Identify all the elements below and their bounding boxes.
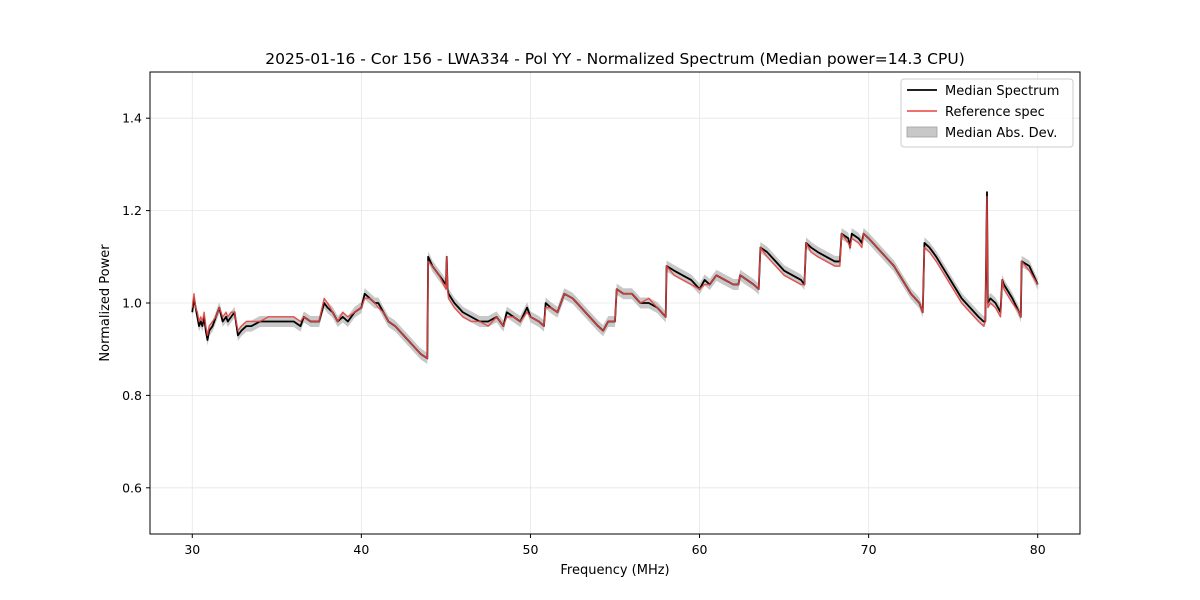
y-axis-label: Normalized Power xyxy=(98,244,113,362)
x-tick-label: 40 xyxy=(353,542,369,557)
x-axis-label: Frequency (MHz) xyxy=(560,563,669,578)
x-tick-label: 50 xyxy=(523,542,539,557)
mad-band-layer xyxy=(192,186,1038,364)
series-lines-layer xyxy=(191,191,1039,360)
grid-lines xyxy=(150,72,1080,534)
y-tick-label: 0.8 xyxy=(122,388,142,403)
y-tick-label: 0.6 xyxy=(122,480,142,495)
y-tick-label: 1.0 xyxy=(122,296,142,311)
legend-reference-label: Reference spec xyxy=(945,105,1045,120)
legend: Median Spectrum Reference spec Median Ab… xyxy=(900,78,1074,148)
mad-band xyxy=(192,186,1038,364)
x-tick-label: 60 xyxy=(692,542,708,557)
legend-mad-label: Median Abs. Dev. xyxy=(945,126,1057,141)
x-tick-label: 80 xyxy=(1030,542,1046,557)
legend-mad-swatch xyxy=(906,126,938,138)
reference-spectrum-line xyxy=(191,196,1039,360)
x-tick-label: 30 xyxy=(184,542,200,557)
chart-title: 2025-01-16 - Cor 156 - LWA334 - Pol YY -… xyxy=(265,50,965,68)
median-spectrum-line xyxy=(191,191,1039,360)
y-tick-label: 1.4 xyxy=(122,111,142,126)
axis-ticks: 30 40 50 60 70 80 0.6 0.8 1.0 1.2 1.4 xyxy=(122,111,1046,557)
y-tick-label: 1.2 xyxy=(122,203,142,218)
legend-box xyxy=(900,78,1074,148)
legend-median-label: Median Spectrum xyxy=(945,84,1059,99)
x-tick-label: 70 xyxy=(861,542,877,557)
